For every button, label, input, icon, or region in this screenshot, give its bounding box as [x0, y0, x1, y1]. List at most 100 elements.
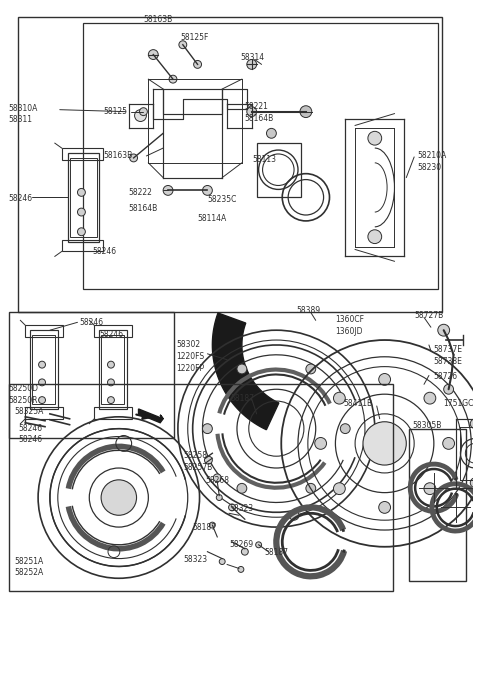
Circle shape [238, 566, 244, 573]
Text: 58737E: 58737E [434, 345, 463, 354]
Circle shape [237, 364, 247, 374]
Bar [9, 312, 174, 438]
Text: 58323: 58323 [184, 555, 208, 564]
Circle shape [130, 154, 138, 162]
Circle shape [204, 456, 212, 464]
Circle shape [306, 364, 316, 374]
Text: 58163B: 58163B [103, 151, 132, 160]
Circle shape [203, 424, 212, 434]
Circle shape [38, 397, 46, 403]
Text: 58726: 58726 [434, 371, 458, 381]
Bar [99, 330, 127, 409]
Text: 58257B: 58257B [184, 463, 213, 472]
Text: 58302: 58302 [176, 340, 200, 349]
Circle shape [289, 510, 299, 520]
Bar [62, 240, 103, 251]
Bar [25, 325, 63, 337]
Circle shape [219, 558, 225, 564]
Circle shape [444, 384, 454, 394]
Circle shape [247, 107, 257, 116]
Text: 58258: 58258 [184, 451, 208, 460]
Polygon shape [139, 409, 163, 423]
Text: 58187: 58187 [230, 394, 254, 403]
Bar [25, 407, 63, 419]
Text: 58251A: 58251A [14, 557, 44, 566]
Text: 58389: 58389 [296, 306, 320, 314]
Circle shape [108, 379, 114, 386]
Text: 58246: 58246 [80, 319, 104, 327]
Text: 58246: 58246 [18, 434, 43, 444]
Circle shape [169, 75, 177, 83]
Text: 58268: 58268 [205, 476, 229, 485]
Circle shape [108, 397, 114, 403]
Circle shape [203, 186, 212, 195]
Text: 58210A: 58210A [417, 151, 446, 160]
Circle shape [443, 438, 455, 449]
Circle shape [470, 478, 480, 488]
Polygon shape [212, 313, 279, 429]
Bar [18, 17, 442, 312]
Circle shape [241, 548, 248, 555]
Text: 58221: 58221 [245, 102, 269, 111]
Circle shape [77, 208, 85, 216]
Text: 58246: 58246 [92, 247, 116, 256]
Text: 58311: 58311 [9, 114, 33, 123]
Text: 58114A: 58114A [198, 214, 227, 223]
Text: 58125F: 58125F [181, 33, 209, 42]
Text: 1220FS: 1220FS [176, 352, 204, 361]
Bar [62, 148, 103, 160]
Text: 58411B: 58411B [343, 399, 372, 408]
Text: 1220FP: 1220FP [176, 364, 204, 373]
Circle shape [213, 474, 221, 482]
Bar [68, 153, 99, 242]
Circle shape [300, 105, 312, 118]
Circle shape [209, 522, 216, 528]
Circle shape [368, 229, 382, 244]
Circle shape [424, 393, 436, 404]
Circle shape [237, 484, 247, 493]
Circle shape [363, 422, 406, 465]
Text: 58187: 58187 [264, 548, 288, 557]
Text: 58246: 58246 [99, 330, 123, 339]
Circle shape [108, 361, 114, 368]
Text: 58250R: 58250R [9, 396, 38, 405]
Text: 58163B: 58163B [144, 15, 173, 24]
Circle shape [216, 495, 222, 501]
Bar [101, 335, 124, 404]
Circle shape [256, 542, 262, 548]
Bar [84, 23, 438, 289]
Circle shape [77, 228, 85, 236]
Circle shape [228, 504, 236, 511]
Bar [94, 407, 132, 419]
Text: 58323: 58323 [229, 504, 253, 514]
Bar [70, 158, 97, 237]
Text: 58246: 58246 [9, 195, 33, 203]
Circle shape [340, 424, 350, 434]
Bar [32, 335, 55, 404]
Circle shape [38, 361, 46, 368]
Circle shape [315, 438, 326, 449]
Circle shape [470, 419, 480, 429]
Text: 58310A: 58310A [9, 103, 38, 113]
Bar [409, 429, 467, 582]
Circle shape [306, 484, 316, 493]
Text: 1751GC: 1751GC [444, 399, 474, 408]
Text: 58164B: 58164B [129, 204, 158, 213]
Circle shape [38, 379, 46, 386]
Text: 58305B: 58305B [412, 421, 442, 429]
Bar [94, 325, 132, 337]
Text: 58250D: 58250D [9, 384, 38, 393]
Text: 58125: 58125 [103, 107, 127, 116]
Text: 58222: 58222 [129, 188, 153, 197]
Circle shape [334, 393, 345, 404]
Text: 58252A: 58252A [14, 569, 44, 577]
Circle shape [334, 483, 345, 495]
Circle shape [101, 479, 136, 515]
Bar [257, 143, 301, 197]
Text: 1360CF: 1360CF [336, 315, 364, 325]
Circle shape [368, 132, 382, 145]
Circle shape [193, 60, 202, 68]
Circle shape [134, 110, 146, 121]
Circle shape [163, 186, 173, 195]
Circle shape [247, 60, 257, 69]
